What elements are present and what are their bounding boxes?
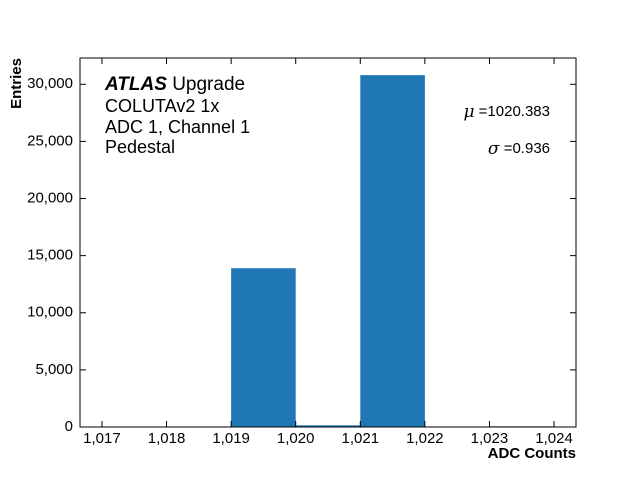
y-tick-label: 5,000 [35, 361, 73, 378]
label-line: COLUTAv2 1x [105, 96, 219, 116]
bar [360, 75, 425, 427]
stat-value: =0.936 [504, 140, 550, 157]
experiment: ATLAS [104, 74, 167, 95]
x-tick-label: 1,022 [406, 430, 444, 447]
stat-mean: μ =1020.383 [463, 102, 550, 122]
experiment-tag: Upgrade [172, 74, 245, 95]
stat-sigma: σ =0.936 [488, 139, 550, 159]
bar [231, 268, 296, 427]
y-tick-label: 0 [65, 418, 73, 435]
stat-value: =1020.383 [479, 103, 550, 120]
bar [295, 425, 361, 427]
x-tick-label: 1,021 [342, 430, 380, 447]
x-tick-label: 1,020 [277, 430, 315, 447]
y-tick-label: 15,000 [27, 247, 73, 264]
x-tick-label: 1,024 [535, 430, 573, 447]
stat-symbol: μ [463, 102, 474, 122]
x-tick-label: 1,019 [212, 430, 250, 447]
y-tick-label: 25,000 [27, 132, 73, 149]
stat-symbol: σ [488, 139, 500, 159]
label-line: ADC 1, Channel 1 [105, 117, 250, 137]
x-tick-label: 1,023 [471, 430, 509, 447]
y-tick-label: 30,000 [27, 75, 73, 92]
y-tick-label: 10,000 [27, 304, 73, 321]
axes-frame [79, 57, 577, 428]
plot [231, 75, 555, 427]
label-line: Pedestal [105, 137, 175, 157]
x-tick-label: 1,017 [83, 430, 121, 447]
y-tick-label: 20,000 [27, 189, 73, 206]
x-tick-label: 1,018 [148, 430, 186, 447]
y-axis-label: Entries [8, 58, 25, 109]
x-axis-label: ADC Counts [488, 445, 576, 462]
experiment-label: ATLAS Upgrade [104, 74, 245, 95]
